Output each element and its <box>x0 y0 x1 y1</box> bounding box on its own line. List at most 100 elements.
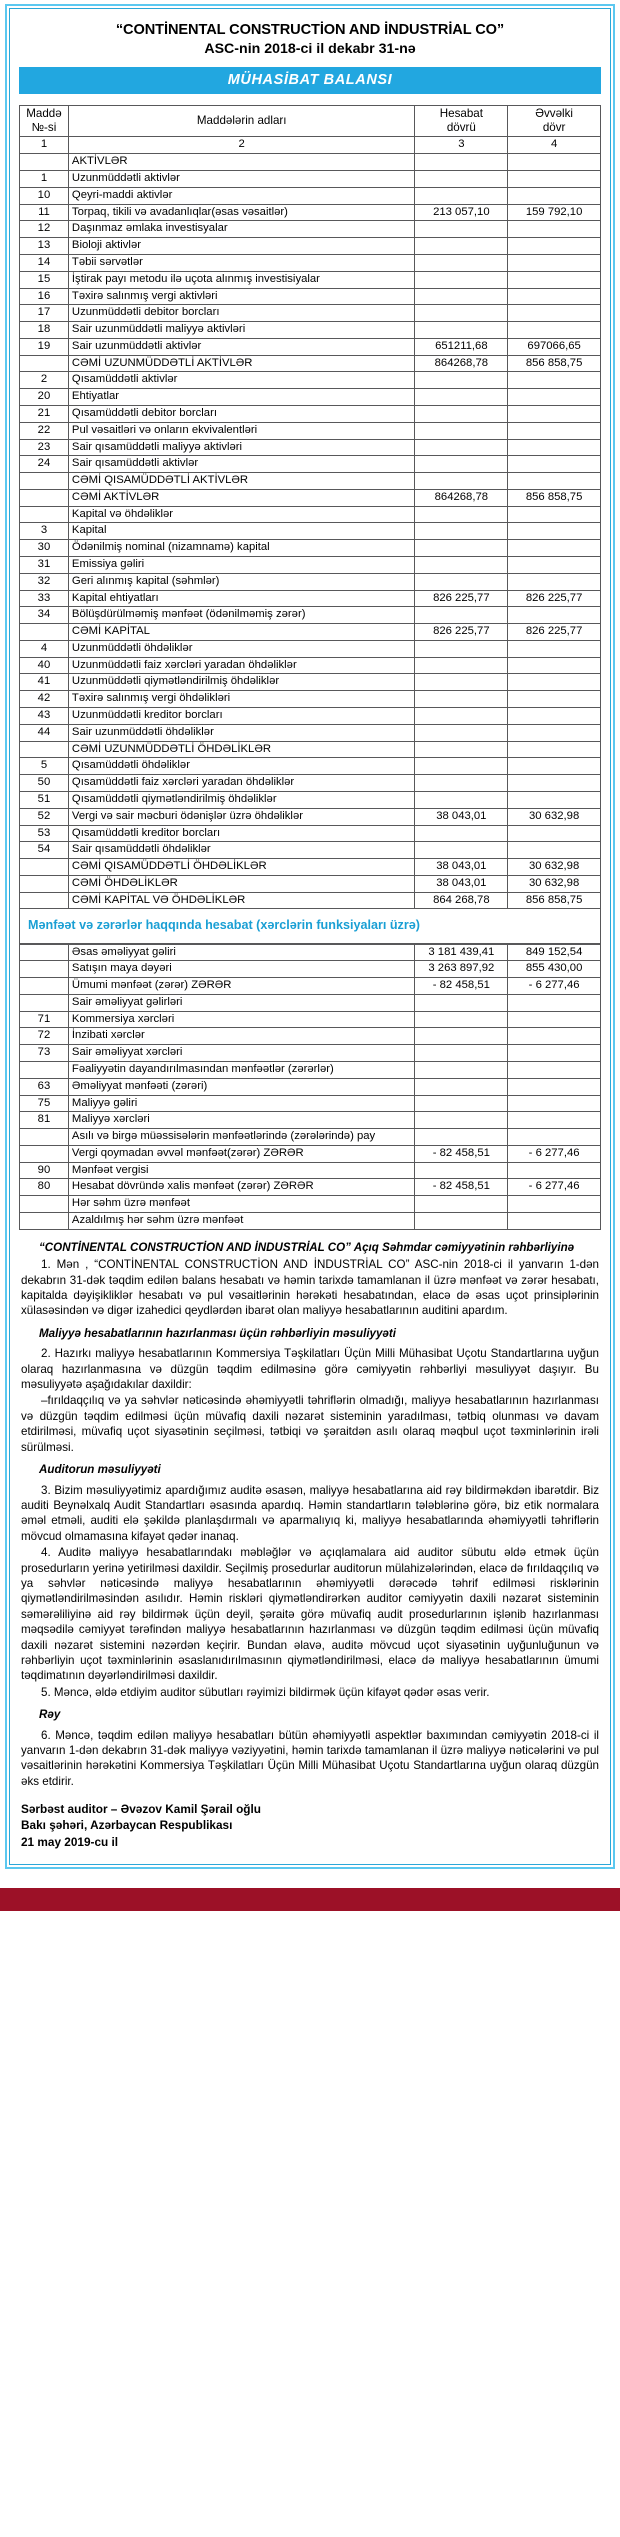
col-header-item-no: Maddə №-si <box>19 104 69 138</box>
table-row: Ümumi mənfəət (zərər) ZƏRƏR - 82 458,51- … <box>19 977 601 995</box>
row-item-no: 19 <box>19 337 69 356</box>
row-previous-value <box>507 388 601 406</box>
row-current-value <box>414 774 509 792</box>
row-item-no <box>19 993 69 1012</box>
table-row: 1 Uzunmüddətli aktivlər <box>19 170 601 188</box>
row-current-value <box>414 438 509 457</box>
row-item-no <box>19 153 69 172</box>
row-previous-value <box>507 522 601 541</box>
report-paragraph-6: 6. Məncə, təqdim edilən maliyyə hesabatl… <box>21 1728 599 1788</box>
row-previous-value <box>507 572 601 591</box>
row-item-name: Təxirə salınmış vergi aktivləri <box>67 287 416 306</box>
row-current-value <box>414 723 509 742</box>
report-paragraph-3: 3. Bizim məsuliyyətimiz apardığımız audi… <box>21 1483 599 1543</box>
row-previous-value: 30 632,98 <box>507 874 601 893</box>
row-item-no: 16 <box>19 287 69 306</box>
row-previous-value <box>507 237 601 255</box>
row-item-no <box>19 1128 69 1146</box>
table-row: 3 Kapital <box>19 522 601 541</box>
row-previous-value <box>507 1077 601 1096</box>
row-current-value <box>414 388 509 406</box>
row-current-value <box>414 572 509 591</box>
col-number-1: 1 <box>19 136 69 155</box>
row-item-name: Bölüşdürülməmiş mənfəət (ödənilməmiş zər… <box>67 606 416 625</box>
col-header-current-line2: dövrü <box>446 121 476 135</box>
row-previous-value <box>507 606 601 625</box>
row-current-value: 826 225,77 <box>414 623 509 641</box>
row-item-no: 1 <box>19 170 69 188</box>
row-current-value <box>414 170 509 188</box>
row-current-value <box>414 186 509 205</box>
row-item-name: Geri alınmış kapital (səhmlər) <box>67 572 416 591</box>
row-item-no <box>19 1195 69 1214</box>
row-item-no: 51 <box>19 790 69 809</box>
col-header-previous-period: Əvvəlki dövr <box>507 104 601 138</box>
row-item-no <box>19 874 69 893</box>
row-item-name: Uzunmüddətli debitor borcları <box>67 304 416 323</box>
row-current-value <box>414 841 509 860</box>
row-current-value <box>414 304 509 323</box>
table-row: 53 Qısamüddətli kreditor borcları <box>19 824 601 843</box>
row-item-name: Əsas əməliyyat gəliri <box>67 943 416 962</box>
row-item-no: 71 <box>19 1010 69 1029</box>
row-current-value <box>414 606 509 625</box>
row-current-value <box>414 673 509 692</box>
heading-opinion: Rəy <box>39 1708 61 1722</box>
row-item-name: CƏMİ AKTİVLƏR <box>67 488 416 507</box>
table-row: 33 Kapital ehtiyatları 826 225,77 826 225,7… <box>19 589 601 608</box>
table-row: 52 Vergi və sair məcburi ödənişlər üzrə ö… <box>19 807 601 826</box>
row-item-no: 63 <box>19 1077 69 1096</box>
row-item-name: Sair uzunmüddətli öhdəliklər <box>67 723 416 742</box>
row-item-name: Ehtiyatlar <box>67 388 416 406</box>
row-item-name: İştirak payı metodu ilə uçota alınmış in… <box>67 270 416 289</box>
row-previous-value <box>507 421 601 440</box>
row-item-no: 18 <box>19 321 69 339</box>
row-previous-value <box>507 1161 601 1180</box>
table-row: 17 Uzunmüddətli debitor borcları <box>19 304 601 323</box>
table-row: 81 Maliyyə xərcləri <box>19 1111 601 1130</box>
row-item-name: Asılı və birgə müəssisələrin mənfəətləri… <box>67 1128 416 1146</box>
row-item-name: Qeyri-maddi aktivlər <box>67 186 416 205</box>
table-row: CƏMİ ÖHDƏLİKLƏR 38 043,01 30 632,98 <box>19 874 601 893</box>
table-row: 21 Qısamüddətli debitor borcları <box>19 404 601 423</box>
table-row: CƏMİ UZUNMÜDDƏTLİ ÖHDƏLİKLƏR <box>19 740 601 759</box>
row-current-value <box>414 556 509 574</box>
row-previous-value <box>507 1044 601 1062</box>
row-current-value: 38 043,01 <box>414 807 509 826</box>
row-current-value <box>414 1027 509 1046</box>
row-current-value <box>414 455 509 474</box>
row-current-value <box>414 1128 509 1146</box>
balance-sheet-body: AKTİVLƏR 1 Uzunmüddətli aktivlər 10 Qeyri-ma… <box>19 153 601 910</box>
row-current-value <box>414 656 509 675</box>
row-previous-value <box>507 253 601 272</box>
table-row: 10 Qeyri-maddi aktivlər <box>19 186 601 205</box>
row-item-name: Uzunmüddətli qiymətləndirilmiş öhdəliklə… <box>67 673 416 692</box>
row-item-name: AKTİVLƏR <box>67 153 416 172</box>
row-item-name: Sair qısamüddətli öhdəliklər <box>67 841 416 860</box>
row-previous-value: 697066,65 <box>507 337 601 356</box>
table-row: 63 Əməliyyat mənfəəti (zərəri) <box>19 1077 601 1096</box>
row-item-name: Sair uzunmüddətli maliyyə aktivləri <box>67 321 416 339</box>
row-previous-value <box>507 270 601 289</box>
row-item-name: Qısamüddətli qiymətləndirilmiş öhdəliklə… <box>67 790 416 809</box>
row-item-no: 40 <box>19 656 69 675</box>
row-current-value <box>414 522 509 541</box>
row-previous-value <box>507 438 601 457</box>
row-previous-value <box>507 740 601 759</box>
table-row: Asılı və birgə müəssisələrin mənfəətləri… <box>19 1128 601 1146</box>
row-item-name: Maliyyə gəliri <box>67 1094 416 1113</box>
row-current-value <box>414 371 509 390</box>
col-header-previous-line2: dövr <box>542 121 566 135</box>
table-header-row: Maddə №-si Maddələrin adları Hesabat döv… <box>19 104 601 138</box>
row-current-value: 213 057,10 <box>414 203 509 222</box>
row-previous-value <box>507 371 601 390</box>
row-current-value: 3 181 439,41 <box>414 943 509 962</box>
row-previous-value <box>507 1195 601 1214</box>
row-previous-value: - 6 277,46 <box>507 1178 601 1197</box>
signature-date: 21 may 2019-cu il <box>21 1834 119 1849</box>
row-previous-value: 826 225,77 <box>507 623 601 641</box>
row-item-name: Qısamüddətli debitor borcları <box>67 404 416 423</box>
document-page: “CONTİNENTAL CONSTRUCTİON AND İNDUSTRİAL… <box>5 4 615 1870</box>
row-current-value: - 82 458,51 <box>414 1144 509 1163</box>
auditor-report: “CONTİNENTAL CONSTRUCTİON AND İNDUSTRİAL… <box>19 1240 601 1789</box>
